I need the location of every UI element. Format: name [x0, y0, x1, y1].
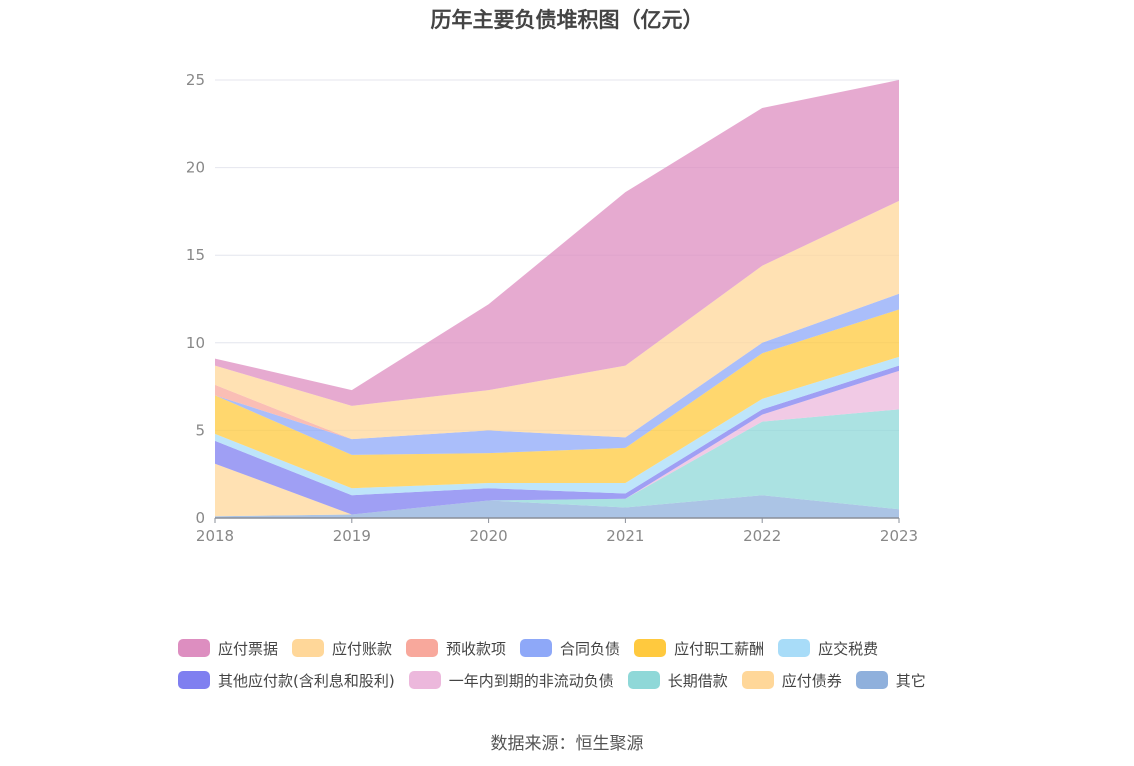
- y-tick-label: 25: [186, 71, 205, 89]
- legend: 应付票据 应付账款 预收款项 合同负债 应付职工薪酬 应交税费 其他应付款(含利息和股利)…: [178, 632, 978, 696]
- legend-row-2: 其他应付款(含利息和股利) 一年内到期的非流动负债 长期借款 应付债券 其它: [178, 664, 978, 696]
- x-tick-label: 2018: [196, 527, 234, 545]
- legend-item[interactable]: 其他应付款(含利息和股利): [178, 670, 395, 691]
- legend-label: 其它: [895, 671, 926, 690]
- legend-label: 应付票据: [218, 639, 279, 658]
- legend-swatch: [627, 671, 660, 689]
- legend-item[interactable]: 应付职工薪酬: [634, 638, 764, 659]
- area-series: [215, 409, 899, 515]
- y-tick-label: 20: [186, 159, 205, 177]
- y-tick-label: 10: [186, 334, 205, 352]
- legend-item[interactable]: 应付票据: [178, 638, 278, 659]
- legend-swatch: [634, 639, 667, 657]
- legend-item[interactable]: 应付债券: [741, 670, 842, 691]
- area-series: [215, 200, 899, 440]
- legend-swatch: [406, 639, 439, 657]
- area-series: [215, 495, 899, 518]
- legend-item[interactable]: 长期借款: [627, 670, 728, 691]
- y-tick-label: 15: [186, 246, 205, 264]
- legend-swatch: [408, 671, 441, 689]
- legend-swatch: [292, 639, 325, 657]
- legend-label: 应付账款: [332, 639, 393, 658]
- x-tick-label: 2020: [470, 527, 508, 545]
- legend-item[interactable]: 预收款项: [406, 638, 506, 659]
- chart-title: 历年主要负债堆积图（亿元）: [430, 8, 704, 32]
- area-series-group: [215, 80, 899, 518]
- legend-swatch: [178, 639, 210, 657]
- legend-item[interactable]: 一年内到期的非流动负债: [408, 670, 614, 691]
- legend-label: 应付债券: [781, 671, 842, 690]
- legend-label: 其他应付款(含利息和股利): [218, 671, 395, 690]
- x-tick-label: 2022: [743, 527, 781, 545]
- stacked-area-chart: 0 5 10 15 20 25 2018 2019 2020 2021 2022 2023: [186, 71, 918, 545]
- area-series: [215, 80, 899, 406]
- legend-label: 长期借款: [667, 671, 728, 690]
- legend-item[interactable]: 合同负债: [520, 638, 620, 659]
- y-tick-label: 0: [195, 509, 205, 527]
- legend-row-1: 应付票据 应付账款 预收款项 合同负债 应付职工薪酬 应交税费: [178, 632, 978, 664]
- x-tick-label: 2023: [880, 527, 918, 545]
- legend-label: 一年内到期的非流动负债: [448, 671, 614, 690]
- legend-item[interactable]: 应付账款: [292, 638, 392, 659]
- axes: 0 5 10 15 20 25 2018 2019 2020 2021 2022 2023: [186, 71, 918, 545]
- legend-swatch: [741, 671, 774, 689]
- legend-item[interactable]: 其它: [855, 670, 926, 691]
- area-series: [215, 309, 899, 489]
- legend-label: 应付职工薪酬: [674, 639, 765, 658]
- y-tick-label: 5: [195, 421, 205, 439]
- legend-swatch: [855, 671, 888, 689]
- data-source: 数据来源：恒生聚源: [490, 734, 644, 754]
- legend-label: 合同负债: [560, 639, 621, 658]
- legend-label: 预收款项: [446, 639, 507, 658]
- x-tick-label: 2021: [606, 527, 644, 545]
- legend-swatch: [778, 639, 811, 657]
- legend-swatch: [178, 671, 210, 689]
- legend-item[interactable]: 应交税费: [778, 638, 878, 659]
- area-series: [215, 463, 899, 517]
- legend-label: 应交税费: [818, 639, 879, 658]
- legend-swatch: [520, 639, 553, 657]
- x-tick-label: 2019: [333, 527, 371, 545]
